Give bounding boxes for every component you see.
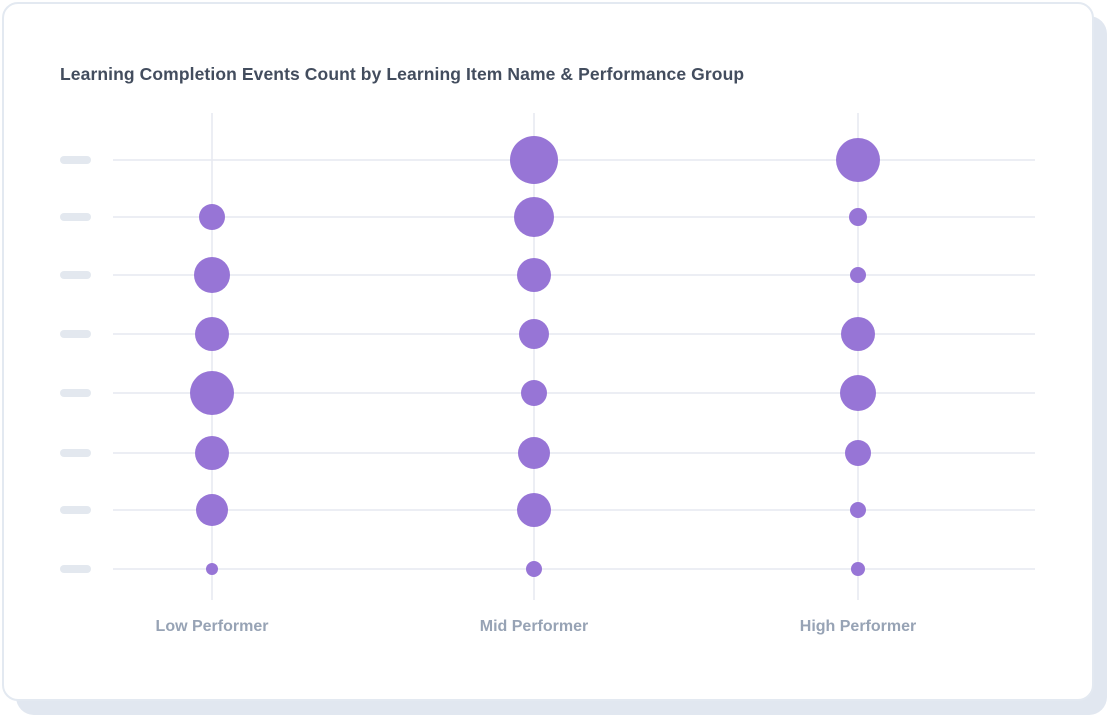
bubble[interactable] [206,563,218,575]
bubble[interactable] [199,204,225,230]
y-label-placeholder [60,156,91,164]
bubble[interactable] [510,136,558,184]
bubble[interactable] [849,208,867,226]
bubble[interactable] [841,317,875,351]
bubble[interactable] [521,380,547,406]
bubble[interactable] [851,562,865,576]
chart-title: Learning Completion Events Count by Lear… [60,64,745,84]
bubble[interactable] [196,494,228,526]
bubble[interactable] [850,502,866,518]
y-label-placeholder [60,449,91,457]
y-label-placeholder [60,389,91,397]
grid-lines [113,113,1035,600]
x-label-high: High Performer [799,618,917,635]
bubble[interactable] [845,440,871,466]
bubble[interactable] [836,138,880,182]
bubble[interactable] [190,371,234,415]
x-label-mid: Mid Performer [479,618,589,635]
bubble[interactable] [526,561,542,577]
bubble[interactable] [840,375,876,411]
bubble[interactable] [194,257,230,293]
bubble[interactable] [850,267,866,283]
chart-card [2,2,1094,701]
y-label-placeholder [60,213,91,221]
bubble[interactable] [514,197,554,237]
bubble[interactable] [518,437,550,469]
bubble[interactable] [517,493,551,527]
bubble[interactable] [519,319,549,349]
y-label-placeholder [60,271,91,279]
y-axis-labels [60,156,91,573]
bubble[interactable] [195,317,229,351]
bubble[interactable] [517,258,551,292]
bubbles [190,136,880,577]
bubble[interactable] [195,436,229,470]
y-label-placeholder [60,506,91,514]
x-label-low: Low Performer [155,618,269,635]
y-label-placeholder [60,565,91,573]
y-label-placeholder [60,330,91,338]
